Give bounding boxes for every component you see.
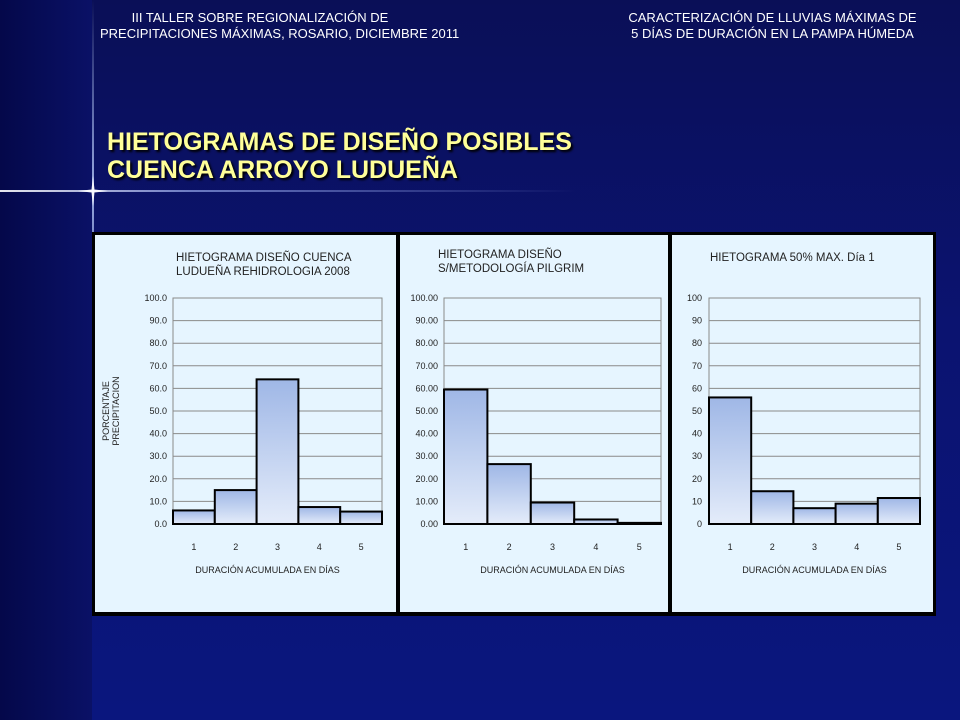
bar — [297, 506, 342, 525]
chart-3-title: HIETOGRAMA 50% MAX. Día 1 — [710, 251, 875, 265]
y-tick-label: 100.00 — [410, 293, 438, 303]
chart-3-title-line1: HIETOGRAMA 50% MAX. Día 1 — [710, 252, 875, 264]
chart-3-svg: 0 10 20 30 40 50 60 70 80 90 100 1 2 3 4 5 DURACIÓN ACUM… — [687, 293, 922, 575]
header-right: CARACTERIZACIÓN DE LLUVIAS MÁXIMAS DE 5 … — [600, 10, 945, 42]
y-tick-label: 20.0 — [149, 474, 167, 484]
y-tick-label: 40.0 — [149, 429, 167, 439]
bar — [172, 509, 216, 526]
x-axis-label: DURACIÓN ACUMULADA EN DÍAS — [480, 565, 625, 575]
x-tick-label: 3 — [550, 542, 555, 552]
decorative-horizontal-line — [0, 190, 960, 192]
bar — [834, 502, 879, 526]
y-tick-label: 10.00 — [415, 496, 438, 506]
x-tick-label: 5 — [896, 542, 901, 552]
y-tick-label: 80 — [692, 338, 702, 348]
y-tick-label: 100.0 — [144, 293, 167, 303]
bar — [876, 497, 922, 526]
y-tick-label: 100 — [687, 293, 702, 303]
y-tick-label: 20 — [692, 474, 702, 484]
header-left-line2: PRECIPITACIONES MÁXIMAS, ROSARIO, DICIEM… — [100, 26, 460, 41]
chart-1-svg: 0.0 10.0 20.0 30.0 40.0 50.0 60.0 70.0 80.0 90.0 1… — [101, 293, 383, 575]
y-tick-label: 30 — [692, 451, 702, 461]
bar — [750, 490, 795, 526]
y-axis-label: PORCENTAJE PRECIPITACION — [101, 376, 121, 445]
y-tick-label: 50.00 — [415, 406, 438, 416]
x-tick-label: 1 — [463, 542, 468, 552]
y-tick-label: 50.0 — [149, 406, 167, 416]
y-tick-label: 30.00 — [415, 451, 438, 461]
bar — [213, 489, 258, 526]
y-tick-label: 70.00 — [415, 361, 438, 371]
header-left-line1: III TALLER SOBRE REGIONALIZACIÓN DE — [131, 10, 389, 25]
x-tick-label: 5 — [359, 542, 364, 552]
x-tick-label: 4 — [854, 542, 859, 552]
slide-title-line2: CUENCA ARROYO LUDUEÑA — [107, 156, 458, 184]
x-tick-label: 5 — [637, 542, 642, 552]
x-tick-label: 1 — [191, 542, 196, 552]
x-tick-label: 2 — [233, 542, 238, 552]
bar — [339, 510, 383, 526]
y-tick-label: 0.0 — [154, 519, 167, 529]
chart-1-title-line1: HIETOGRAMA DISEÑO CUENCA — [176, 252, 352, 264]
x-axis-label: DURACIÓN ACUMULADA EN DÍAS — [742, 565, 887, 575]
x-tick-label: 2 — [770, 542, 775, 552]
y-tick-label: 50 — [692, 406, 702, 416]
y-tick-label: 90 — [692, 316, 702, 326]
y-tick-label: 90.0 — [149, 316, 167, 326]
y-tick-label: 40.00 — [415, 429, 438, 439]
x-tick-label: 4 — [593, 542, 598, 552]
header-left: III TALLER SOBRE REGIONALIZACIÓN DE PREC… — [100, 10, 460, 42]
x-tick-label: 2 — [507, 542, 512, 552]
chart-2-svg: 0.00 10.00 20.00 30.00 40.00 50.00 60.00 70.00 8… — [410, 293, 663, 575]
x-tick-label: 1 — [728, 542, 733, 552]
y-tick-label: 20.00 — [415, 474, 438, 484]
y-axis-label-line1: PORCENTAJE — [101, 381, 111, 441]
x-tick-label: 3 — [812, 542, 817, 552]
slide-title-line1: HIETOGRAMAS DE DISEÑO POSIBLES — [107, 128, 572, 156]
y-tick-label: 70 — [692, 361, 702, 371]
y-tick-label: 60.00 — [415, 383, 438, 393]
bar — [616, 521, 663, 525]
y-tick-label: 60 — [692, 383, 702, 393]
y-tick-label: 10 — [692, 496, 702, 506]
bar — [573, 518, 619, 526]
y-tick-label: 80.00 — [415, 338, 438, 348]
slide-title: HIETOGRAMAS DE DISEÑO POSIBLES CUENCA AR… — [107, 128, 572, 184]
y-tick-label: 90.00 — [415, 316, 438, 326]
header-right-line2: 5 DÍAS DE DURACIÓN EN LA PAMPA HÚMEDA — [631, 26, 914, 41]
bar — [792, 507, 837, 525]
y-tick-label: 0 — [697, 519, 702, 529]
y-tick-label: 30.0 — [149, 451, 167, 461]
charts-container: HIETOGRAMA DISEÑO CUENCA LUDUEÑA REHIDRO… — [92, 232, 936, 616]
chart-2-title-line1: HIETOGRAMA DISEÑO — [438, 249, 562, 261]
y-tick-label: 10.0 — [149, 496, 167, 506]
header-right-line1: CARACTERIZACIÓN DE LLUVIAS MÁXIMAS DE — [628, 10, 917, 25]
bar — [708, 396, 753, 525]
chart-panel-3: HIETOGRAMA 50% MAX. Día 1 0 10 20 30 40 50 60 7… — [672, 235, 933, 612]
y-axis-label-line2: PRECIPITACION — [111, 376, 121, 445]
y-tick-label: 70.0 — [149, 361, 167, 371]
x-tick-label: 3 — [275, 542, 280, 552]
chart-2-title: HIETOGRAMA DISEÑO S/METODOLOGÍA PILGRIM — [438, 248, 584, 276]
x-axis-label: DURACIÓN ACUMULADA EN DÍAS — [195, 565, 340, 575]
bar — [529, 501, 576, 525]
left-band — [0, 0, 92, 720]
y-tick-label: 0.00 — [420, 519, 438, 529]
y-tick-label: 60.0 — [149, 383, 167, 393]
y-tick-label: 40 — [692, 429, 702, 439]
chart-1-title: HIETOGRAMA DISEÑO CUENCA LUDUEÑA REHIDRO… — [176, 251, 352, 279]
bar — [486, 463, 532, 525]
x-tick-label: 4 — [317, 542, 322, 552]
chart-1-title-line2: LUDUEÑA REHIDROLOGIA 2008 — [176, 266, 350, 278]
bar — [255, 378, 300, 525]
chart-2-title-line2: S/METODOLOGÍA PILGRIM — [438, 263, 585, 275]
bar — [443, 388, 489, 525]
chart-panel-1: HIETOGRAMA DISEÑO CUENCA LUDUEÑA REHIDRO… — [95, 235, 396, 612]
sparkle-icon — [78, 176, 108, 206]
y-tick-label: 80.0 — [149, 338, 167, 348]
chart-panel-2: HIETOGRAMA DISEÑO S/METODOLOGÍA PILGRIM … — [400, 235, 668, 612]
